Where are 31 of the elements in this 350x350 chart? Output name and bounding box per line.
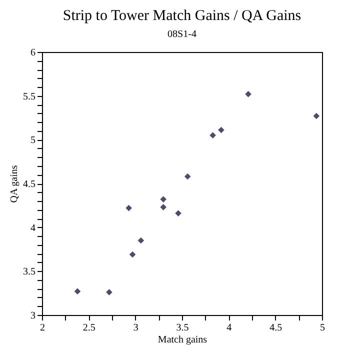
point <box>210 132 216 138</box>
y-tick-label: 3.5 <box>23 266 36 278</box>
chart-title: Strip to Tower Match Gains / QA Gains <box>62 8 302 24</box>
x-tick-label: 4 <box>226 322 232 334</box>
point <box>218 126 224 134</box>
y-tick-label: 4 <box>30 222 36 234</box>
x-tick-label: 2.5 <box>82 322 96 334</box>
x-tick-label: 3.5 <box>176 322 189 334</box>
point <box>160 196 166 202</box>
y-tick-label: 3 <box>30 310 36 322</box>
point <box>126 204 132 212</box>
x-tick-label: 2 <box>40 322 45 334</box>
point <box>245 90 252 98</box>
x-axis-title: Match gains <box>158 334 208 346</box>
y-axis-title: QA gains <box>9 165 20 203</box>
point <box>74 288 81 294</box>
y-tick-label: 6 <box>30 48 36 58</box>
point <box>138 237 144 244</box>
point <box>313 112 320 120</box>
point <box>129 251 136 258</box>
x-tick-label: 4.5 <box>270 322 282 334</box>
x-tick-label: 5 <box>320 322 325 334</box>
y-tick-label: 4.5 <box>23 179 36 190</box>
point <box>106 289 112 296</box>
point <box>175 210 182 216</box>
y-tick-label: 5.5 <box>23 91 36 102</box>
chart-subtitle: 08S1-4 <box>168 29 196 40</box>
x-tick-label: 3 <box>133 322 138 334</box>
y-tick-label: 5 <box>30 135 36 146</box>
point <box>160 204 166 210</box>
point <box>184 173 191 180</box>
